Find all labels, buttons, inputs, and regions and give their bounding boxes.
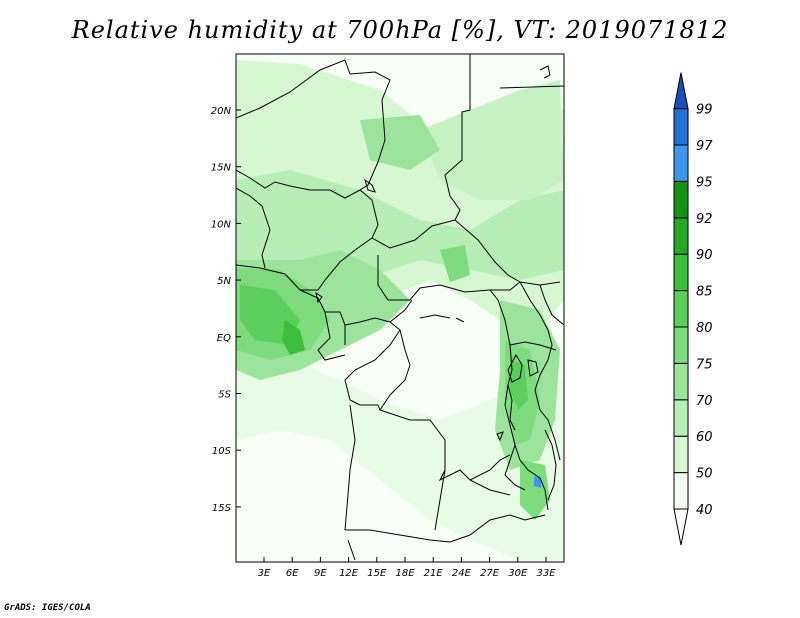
lat-tick-label: 20N [211,106,232,117]
colorbar-label: 75 [696,357,713,372]
colorbar-segment [673,144,689,182]
lat-tick-label: 15S [212,503,232,514]
colorbar-segment [673,472,689,510]
lat-tick-label: 10N [211,219,232,230]
colorbar-segment [673,180,689,219]
lon-tick-label: 18E [395,568,415,579]
lon-tick-label: 9E [314,568,327,579]
lon-tick-label: 30E [508,568,528,579]
colorbar-label: 40 [696,503,713,518]
lat-tick-label: 15N [211,163,232,174]
colorbar-segment [673,253,689,292]
colorbar-label: 95 [696,175,713,190]
humidity-field [236,54,564,562]
colorbar-segment [673,290,689,328]
lon-tick-label: 21E [424,568,444,579]
lat-tick-label: 5S [218,390,231,401]
lon-tick-label: 3E [258,568,271,579]
map-frame [235,53,565,563]
colorbar-segment [673,399,689,437]
colorbar-segment [673,362,689,401]
colorbar-over-triangle [673,72,689,110]
lon-tick-label: 24E [452,568,472,579]
latitude-axis: 20N 15N 10N 5N EQ 5S 10S 15S [211,106,241,514]
colorbar-label: 92 [696,212,713,227]
colorbar-segment [673,435,689,474]
colorbar-label: 50 [696,467,713,482]
colorbar-segment [673,217,689,255]
colorbar-segment [673,326,689,364]
colorbar-legend: 40 50 60 70 75 80 85 90 92 95 97 99 [673,72,713,546]
colorbar-label: 80 [696,321,713,336]
lat-tick-label: 10S [212,446,232,457]
lon-tick-label: 6E [286,568,299,579]
colorbar-label: 97 [696,139,713,154]
lon-tick-label: 33E [536,568,556,579]
colorbar-label: 85 [696,285,713,300]
lon-tick-label: 15E [367,568,387,579]
colorbar-label: 99 [696,103,713,118]
colorbar-label: 60 [696,430,713,445]
lon-tick-label: 27E [480,568,500,579]
longitude-axis: 3E 6E 9E 12E 15E 18E 21E 24E 27E 30E 33E [258,557,556,579]
lat-tick-label: EQ [217,333,231,344]
lon-tick-label: 12E [339,568,359,579]
colorbar-label: 90 [696,248,713,263]
colorbar-under-triangle [673,508,689,546]
colorbar-label: 70 [696,394,713,409]
colorbar-segment [673,108,689,146]
country-borders [236,54,564,561]
grads-credit: GrADS: IGES/COLA [4,603,91,613]
chart-title: Relative humidity at 700hPa [%], VT: 201… [71,16,729,44]
lat-tick-label: 5N [217,276,231,287]
